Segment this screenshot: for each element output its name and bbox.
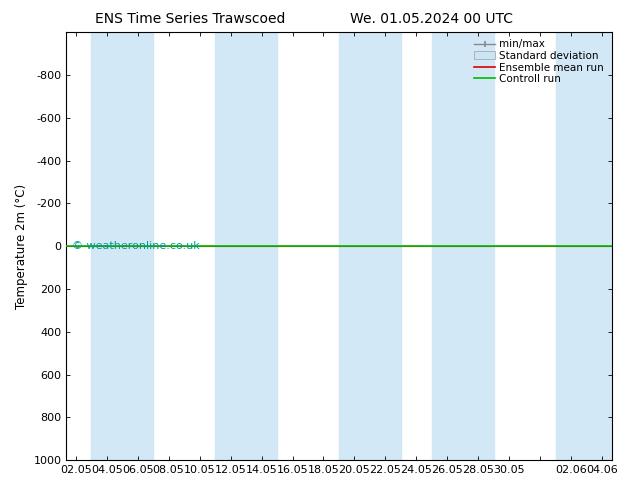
Legend: min/max, Standard deviation, Ensemble mean run, Controll run: min/max, Standard deviation, Ensemble me… bbox=[472, 37, 606, 86]
Y-axis label: Temperature 2m (°C): Temperature 2m (°C) bbox=[15, 184, 28, 309]
Bar bbox=[339, 32, 401, 460]
Bar bbox=[215, 32, 277, 460]
Text: © weatheronline.co.uk: © weatheronline.co.uk bbox=[72, 241, 200, 251]
Bar bbox=[91, 32, 153, 460]
Bar bbox=[556, 32, 618, 460]
Text: ENS Time Series Trawscoed: ENS Time Series Trawscoed bbox=[95, 12, 285, 26]
Text: We. 01.05.2024 00 UTC: We. 01.05.2024 00 UTC bbox=[349, 12, 513, 26]
Bar bbox=[432, 32, 494, 460]
